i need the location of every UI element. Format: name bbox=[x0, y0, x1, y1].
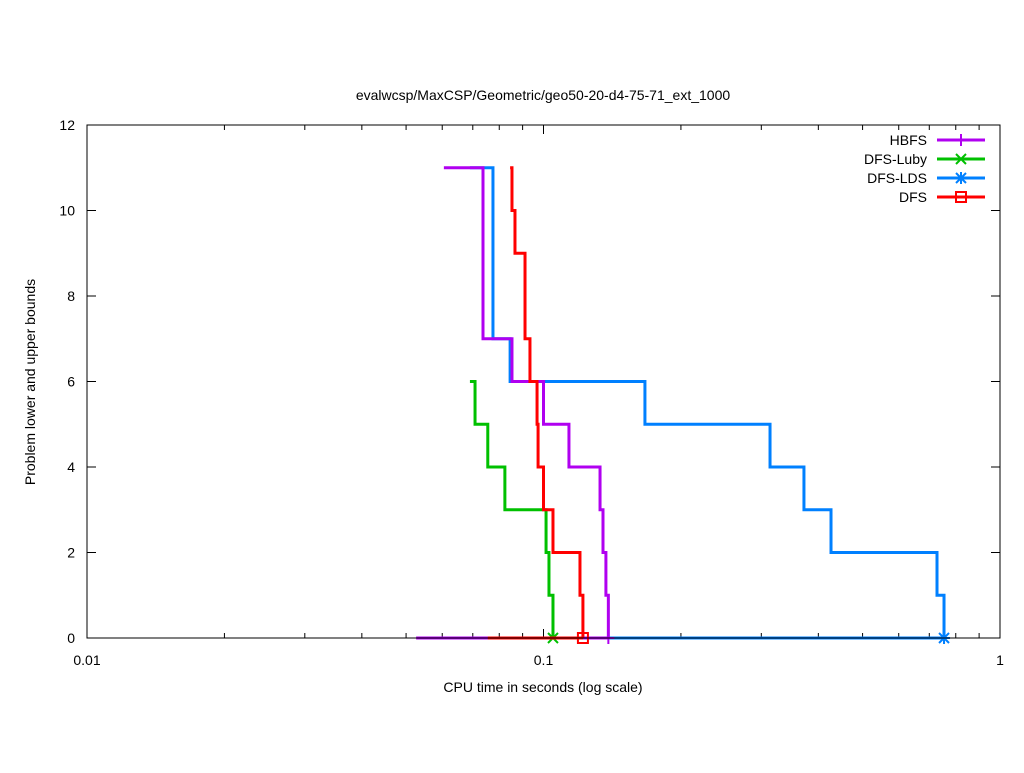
upper-bound-line bbox=[443, 166, 610, 638]
legend-marker bbox=[955, 191, 967, 203]
legend-label: HBFS bbox=[890, 132, 927, 148]
x-axis-label: CPU time in seconds (log scale) bbox=[443, 679, 642, 695]
y-tick-label: 8 bbox=[67, 288, 75, 304]
legend-marker bbox=[955, 172, 967, 184]
series-dfs-lds bbox=[469, 166, 951, 644]
legend: HBFS DFS-Luby DFS-LDS DFS bbox=[864, 132, 985, 205]
legend-marker bbox=[955, 134, 967, 146]
y-tick-label: 2 bbox=[67, 545, 75, 561]
y-tick-label: 6 bbox=[67, 374, 75, 390]
y-tick-label: 4 bbox=[67, 459, 75, 475]
y-tick-label: 10 bbox=[59, 203, 75, 219]
upper-bound-line bbox=[469, 166, 946, 638]
x-tick-label: 0.1 bbox=[534, 652, 554, 668]
legend-label: DFS bbox=[899, 189, 927, 205]
chart-title: evalwcsp/MaxCSP/Geometric/geo50-20-d4-75… bbox=[356, 87, 731, 103]
upper-bound-line bbox=[510, 166, 585, 638]
y-tick-label: 0 bbox=[67, 630, 75, 646]
legend-label: DFS-Luby bbox=[864, 151, 927, 167]
x-tick-label: 0.01 bbox=[73, 652, 100, 668]
legend-label: DFS-LDS bbox=[867, 170, 927, 186]
series-dfs bbox=[487, 166, 589, 644]
plot-frame bbox=[86, 124, 1001, 639]
y-tick-label: 12 bbox=[59, 117, 75, 133]
x-tick-label: 1 bbox=[996, 652, 1004, 668]
upper-bound-line bbox=[469, 380, 555, 638]
legend-marker bbox=[955, 153, 967, 165]
y-axis-label: Problem lower and upper bounds bbox=[22, 279, 38, 485]
